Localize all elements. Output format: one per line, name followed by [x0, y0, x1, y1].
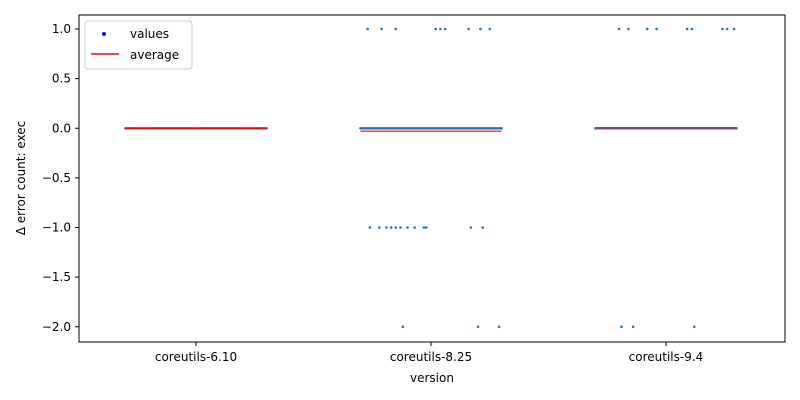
data-point [401, 325, 405, 329]
data-point [497, 325, 501, 329]
data-point [389, 226, 393, 229]
legend-label-average: average [130, 48, 179, 62]
y-tick-label: −1.0 [42, 221, 71, 235]
data-marks [124, 27, 738, 329]
data-point [732, 27, 736, 31]
data-point [366, 27, 369, 31]
data-point [627, 27, 630, 31]
legend: values average [84, 20, 193, 70]
legend-box [84, 20, 193, 70]
y-axis-label: Δ error count: exec [14, 121, 28, 236]
plot-frame [78, 14, 786, 343]
y-tick-label: 0.0 [52, 121, 71, 135]
x-axis-label: version [410, 371, 454, 385]
data-point [434, 27, 438, 31]
y-axis: 1.0 0.5 0.0 −0.5 −1.0 −1.5 −2.0 [42, 22, 79, 334]
legend-marker-values [102, 32, 106, 36]
legend-label-values: values [130, 27, 169, 41]
data-point [380, 27, 383, 31]
y-tick-label: −2.0 [42, 320, 71, 334]
data-point [481, 226, 485, 229]
y-tick-label: −1.5 [42, 270, 71, 284]
data-point [645, 27, 649, 31]
data-point [467, 27, 470, 31]
data-point [721, 27, 724, 31]
x-tick-label: coreutils-9.4 [629, 350, 704, 364]
y-tick-label: −0.5 [42, 171, 71, 185]
data-point [469, 226, 473, 229]
data-point [368, 226, 372, 229]
data-point [620, 325, 623, 329]
data-point [394, 27, 398, 31]
x-tick-label: coreutils-8.25 [390, 350, 472, 364]
data-point [685, 27, 689, 31]
data-point [631, 325, 635, 329]
y-tick-label: 1.0 [52, 22, 71, 36]
x-tick-label: coreutils-6.10 [155, 350, 237, 364]
data-point [479, 27, 482, 31]
data-point [406, 226, 409, 229]
data-point [443, 27, 447, 31]
data-point [692, 325, 696, 329]
data-point [690, 27, 694, 31]
data-point [425, 226, 428, 229]
data-point [476, 325, 480, 329]
x-axis: coreutils-6.10 coreutils-8.25 coreutils-9.… [155, 342, 703, 364]
y-tick-label: 0.5 [52, 72, 71, 86]
data-point [439, 27, 442, 31]
data-point [385, 226, 388, 229]
data-point [399, 226, 402, 229]
data-point [422, 226, 426, 229]
data-point [394, 226, 398, 229]
data-point [488, 27, 492, 31]
data-point [725, 27, 729, 31]
data-point [655, 27, 658, 31]
data-point [617, 27, 621, 31]
data-point [378, 226, 381, 229]
data-point [413, 226, 416, 229]
